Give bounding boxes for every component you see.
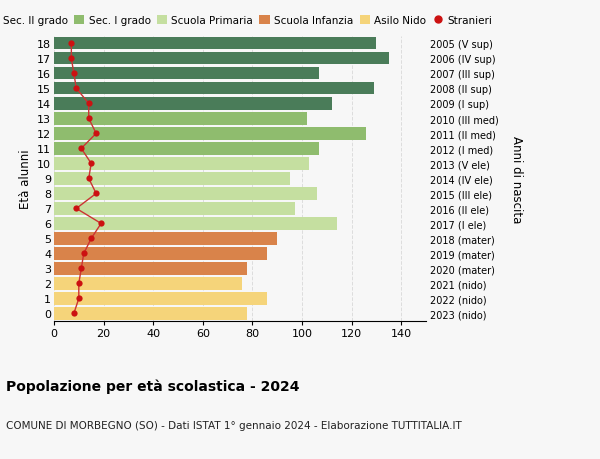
Bar (54, 308, 247, 320)
Legend: Sec. II grado, Sec. I grado, Scuola Primaria, Scuola Infanzia, Asilo Nido, Stran: Sec. II grado, Sec. I grado, Scuola Prim… (0, 16, 492, 26)
Bar (54, 53, 389, 65)
Bar (54, 293, 267, 305)
Text: COMUNE DI MORBEGNO (SO) - Dati ISTAT 1° gennaio 2024 - Elaborazione TUTTITALIA.I: COMUNE DI MORBEGNO (SO) - Dati ISTAT 1° … (6, 420, 462, 430)
Bar (54, 38, 376, 50)
Bar (54, 233, 277, 245)
Bar (54, 278, 242, 290)
Bar (54, 98, 332, 110)
Y-axis label: Anni di nascita: Anni di nascita (510, 135, 523, 223)
Bar (54, 263, 247, 275)
Y-axis label: Età alunni: Età alunni (19, 149, 32, 209)
Text: Popolazione per età scolastica - 2024: Popolazione per età scolastica - 2024 (6, 379, 299, 393)
Bar (54, 173, 290, 185)
Bar (54, 218, 337, 230)
Bar (54, 188, 317, 200)
Bar (54, 113, 307, 125)
Bar (54, 248, 267, 260)
Bar (54, 83, 374, 95)
Bar (54, 68, 319, 80)
Bar (54, 128, 367, 140)
Bar (54, 158, 310, 170)
Bar (54, 203, 295, 215)
Bar (54, 143, 319, 155)
